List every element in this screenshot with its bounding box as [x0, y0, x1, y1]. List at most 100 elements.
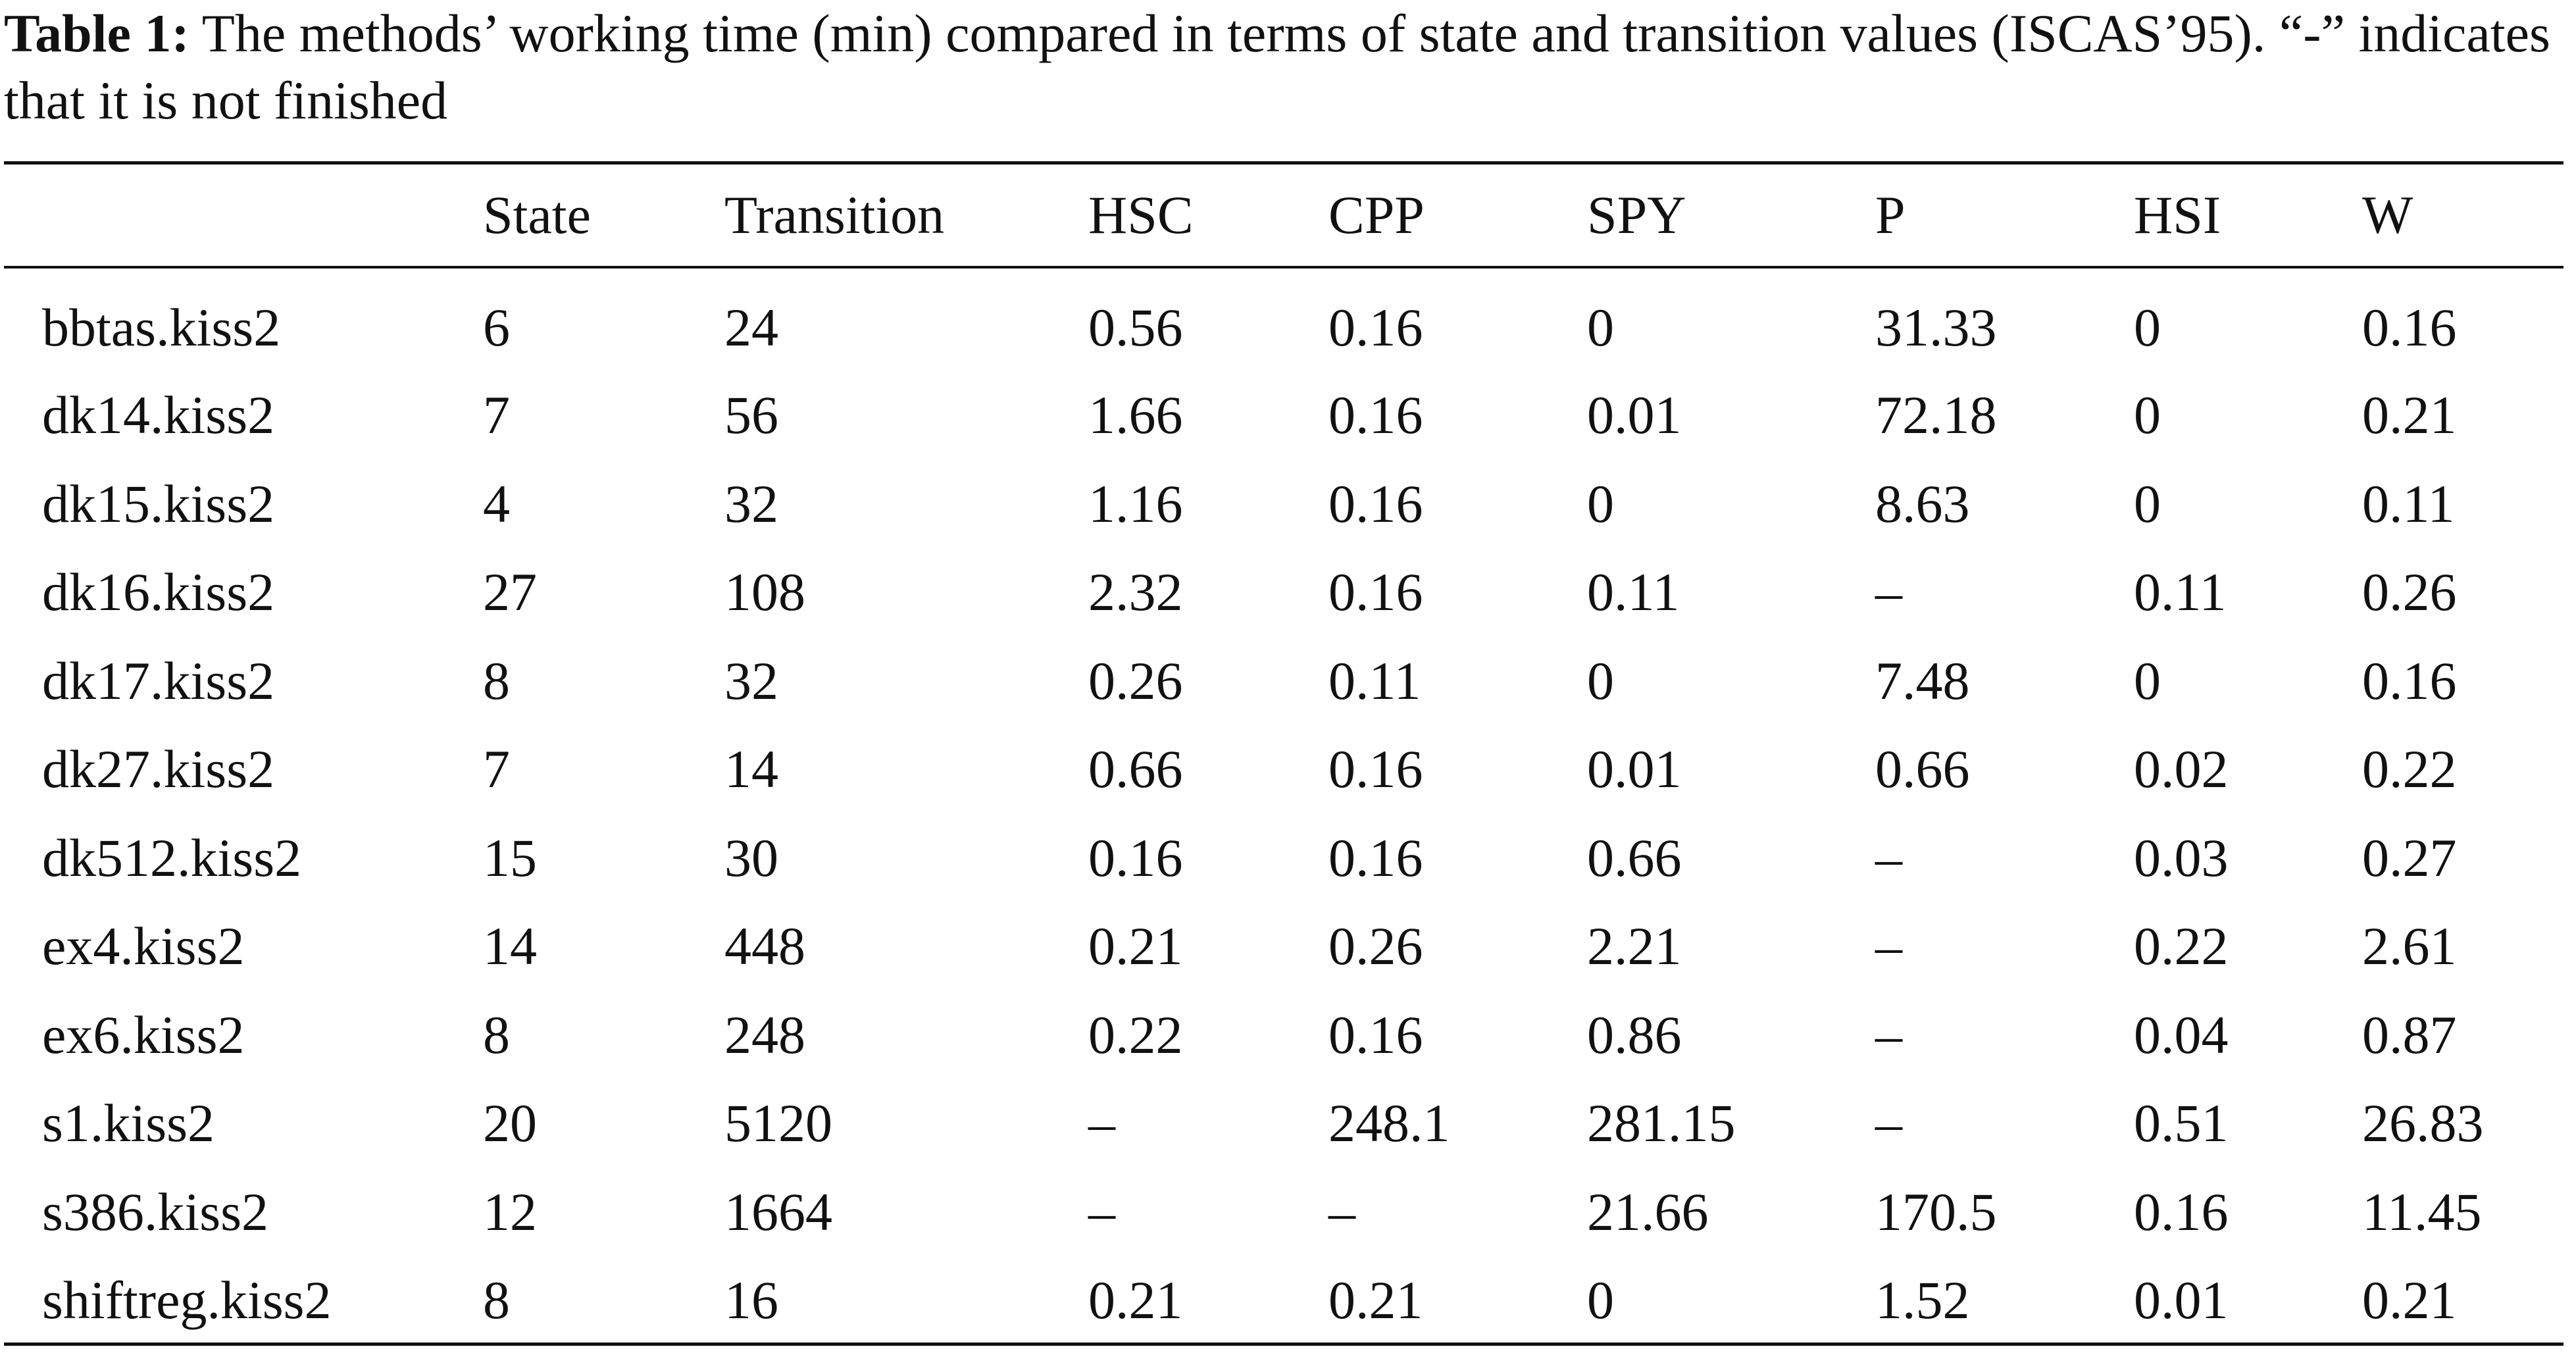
table-cell: 15	[483, 827, 537, 888]
table-caption: Table 1: The methods’ working time (min)…	[4, 0, 2563, 134]
table-cell: 1.16	[1088, 473, 1183, 534]
table-cell: 248.1	[1328, 1093, 1450, 1154]
table-body: bbtas.kiss2 6 24 0.56 0.16 0 31.33 0 0.16 dk14.ki…	[4, 266, 2563, 1345]
row-name-cell: dk512.kiss2	[42, 827, 302, 888]
header-cell: CPP	[1328, 185, 1425, 245]
table-cell: 7	[483, 385, 510, 446]
table-cell: 1664	[724, 1181, 832, 1242]
table-top-rule	[4, 161, 2563, 165]
table-cell: 72.18	[1875, 385, 1997, 446]
table-cell: –	[1875, 1004, 1902, 1065]
table-cell: 14	[483, 916, 537, 977]
table-cell: 0.11	[2362, 473, 2455, 534]
table-cell: 16	[724, 1270, 778, 1331]
table-cell: 0	[1587, 1270, 1614, 1331]
table-cell: 0.01	[2134, 1270, 2229, 1331]
caption-label: Table 1:	[4, 3, 189, 63]
table-cell: 1.52	[1875, 1270, 1970, 1331]
header-cell: HSI	[2134, 185, 2221, 245]
table-cell: 24	[724, 297, 778, 357]
header-cell: HSC	[1088, 185, 1194, 245]
row-name-cell: dk14.kiss2	[42, 385, 275, 446]
caption-text: The methods’ working time (min) compared…	[4, 3, 2550, 130]
table-cell: 0	[2134, 297, 2161, 357]
table-cell: 0.51	[2134, 1093, 2229, 1154]
header-cell: SPY	[1587, 185, 1686, 245]
table-cell: 0.16	[1328, 562, 1423, 623]
table-cell: 1.66	[1088, 385, 1183, 446]
table-cell: 32	[724, 650, 778, 711]
table-row: shiftreg.kiss2 8 16 0.21 0.21 0 1.52 0.01 0.21	[4, 1256, 2563, 1345]
table-row: s386.kiss2 12 1664 – – 21.66 170.5 0.16 11.45	[4, 1168, 2563, 1257]
table-cell: 6	[483, 297, 510, 357]
table-cell: 0.16	[1328, 297, 1423, 357]
table-cell: –	[1875, 1093, 1902, 1154]
table-cell: 0.04	[2134, 1004, 2229, 1065]
table-header-rule	[4, 266, 2563, 268]
table-cell: 0.66	[1587, 827, 1682, 888]
table-cell: 2.32	[1088, 562, 1183, 623]
table-cell: 20	[483, 1093, 537, 1154]
table-cell: –	[1328, 1181, 1355, 1242]
table-cell: 7	[483, 739, 510, 800]
table-cell: 0.16	[2362, 297, 2457, 357]
table-cell: 0.16	[1088, 827, 1183, 888]
row-name-cell: bbtas.kiss2	[42, 297, 281, 357]
table-cell: 0.16	[1328, 739, 1423, 800]
table-cell: 0.16	[1328, 473, 1423, 534]
row-name-cell: dk17.kiss2	[42, 650, 275, 711]
table-cell: 2.21	[1587, 916, 1682, 977]
table-row: dk512.kiss2 15 30 0.16 0.16 0.66 – 0.03 0.27	[4, 814, 2563, 903]
table-cell: 8.63	[1875, 473, 1970, 534]
table-cell: 0.21	[2362, 1270, 2457, 1331]
header-cell: State	[483, 185, 591, 245]
table-cell: 32	[724, 473, 778, 534]
table-row: dk14.kiss2 7 56 1.66 0.16 0.01 72.18 0 0.21	[4, 371, 2563, 460]
header-cell: Transition	[724, 185, 945, 245]
table-cell: 7.48	[1875, 650, 1970, 711]
table-cell: 0	[2134, 473, 2161, 534]
table-cell: 31.33	[1875, 297, 1997, 357]
header-row: State Transition HSC CPP SPY P HSI W	[4, 165, 2563, 266]
table-cell: –	[1875, 916, 1902, 977]
results-table: State Transition HSC CPP SPY P HSI W bbtas.kiss…	[4, 165, 2563, 1345]
table-cell: 0.21	[2362, 385, 2457, 446]
table-row: dk17.kiss2 8 32 0.26 0.11 0 7.48 0 0.16	[4, 637, 2563, 726]
table-cell: 0.26	[1328, 916, 1423, 977]
table-cell: 0.21	[1088, 916, 1183, 977]
table-bottom-rule	[4, 1342, 2563, 1346]
row-name-cell: dk27.kiss2	[42, 739, 275, 800]
table-row: s1.kiss2 20 5120 – 248.1 281.15 – 0.51 26.83	[4, 1079, 2563, 1168]
table-cell: 281.15	[1587, 1093, 1736, 1154]
header-cell-blank	[4, 165, 483, 266]
table-cell: 8	[483, 1004, 510, 1065]
table-cell: 27	[483, 562, 537, 623]
table-cell: 0.16	[2134, 1181, 2229, 1242]
row-name-cell: ex4.kiss2	[42, 916, 245, 977]
table-cell: 0.87	[2362, 1004, 2457, 1065]
table-row: dk27.kiss2 7 14 0.66 0.16 0.01 0.66 0.02 0.22	[4, 725, 2563, 814]
table-cell: 11.45	[2362, 1181, 2482, 1242]
table-cell: –	[1875, 562, 1902, 623]
table-cell: 0.16	[2362, 650, 2457, 711]
table-cell: 30	[724, 827, 778, 888]
row-name-cell: dk16.kiss2	[42, 562, 275, 623]
table-cell: 0.22	[2362, 739, 2457, 800]
table-cell: 0.16	[1328, 1004, 1423, 1065]
table-cell: 0.16	[1328, 827, 1423, 888]
row-name-cell: s386.kiss2	[42, 1181, 269, 1242]
table-cell: 0.26	[2362, 562, 2457, 623]
table-cell: 0.27	[2362, 827, 2457, 888]
table-cell: 0	[1587, 650, 1614, 711]
table-cell: 0.11	[1587, 562, 1680, 623]
table-row: bbtas.kiss2 6 24 0.56 0.16 0 31.33 0 0.16	[4, 266, 2563, 371]
table-cell: 170.5	[1875, 1181, 1997, 1242]
table-cell: 0.21	[1328, 1270, 1423, 1331]
table-cell: 21.66	[1587, 1181, 1709, 1242]
header-cell: P	[1875, 185, 1906, 245]
table-cell: 0.11	[2134, 562, 2227, 623]
table-cell: 8	[483, 650, 510, 711]
table-cell: 0.66	[1088, 739, 1183, 800]
table-cell: 0	[1587, 297, 1614, 357]
table-cell: 0.22	[1088, 1004, 1183, 1065]
